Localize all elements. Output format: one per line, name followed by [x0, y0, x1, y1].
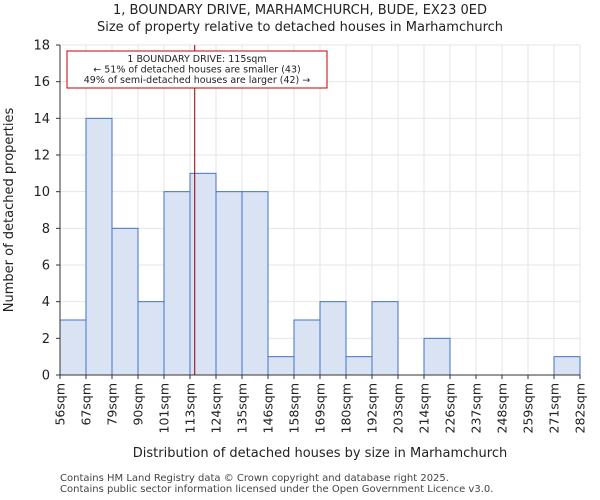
- chart-title: 1, BOUNDARY DRIVE, MARHAMCHURCH, BUDE, E…: [112, 3, 487, 18]
- annotation-line-3: 49% of semi-detached houses are larger (…: [84, 75, 311, 86]
- bar: [319, 301, 347, 376]
- bar: [293, 319, 321, 376]
- x-tick-label: 271sqm: [547, 383, 562, 433]
- y-tick-label: 0: [42, 369, 50, 384]
- y-tick-label: 14: [33, 112, 50, 127]
- x-tick-label: 180sqm: [339, 383, 354, 433]
- bar: [267, 356, 295, 376]
- y-tick-label: 6: [42, 259, 50, 274]
- x-tick-label: 158sqm: [287, 383, 302, 433]
- x-tick-label: 124sqm: [209, 383, 224, 433]
- x-tick-label: 237sqm: [469, 383, 484, 433]
- x-tick-label: 169sqm: [313, 383, 328, 433]
- x-tick-label: 135sqm: [235, 383, 250, 433]
- y-tick-label: 8: [42, 222, 50, 237]
- x-tick-label: 146sqm: [261, 383, 276, 433]
- x-tick-label: 248sqm: [495, 383, 510, 433]
- x-tick-label: 90sqm: [131, 383, 146, 426]
- x-tick-label: 192sqm: [365, 383, 380, 433]
- bar: [189, 172, 217, 376]
- y-tick-label: 12: [33, 149, 50, 164]
- bar: [59, 319, 87, 376]
- bar: [345, 356, 373, 376]
- bar: [85, 117, 113, 376]
- bar: [423, 337, 451, 376]
- annotation-line-1: 1 BOUNDARY DRIVE: 115sqm: [127, 54, 266, 65]
- x-tick-label: 67sqm: [79, 383, 94, 426]
- x-axis: 56sqm 67sqm 79sqm 90sqm 101sqm 113sqm 124sqm 13…: [53, 374, 588, 433]
- bar: [241, 191, 269, 376]
- x-tick-label: 113sqm: [183, 383, 198, 433]
- bar: [163, 191, 191, 376]
- y-tick-label: 18: [33, 39, 50, 54]
- y-tick-label: 4: [42, 295, 50, 310]
- y-tick-label: 16: [33, 75, 50, 90]
- x-tick-label: 101sqm: [157, 383, 172, 433]
- bar: [215, 191, 243, 376]
- x-tick-label: 56sqm: [53, 383, 68, 426]
- y-tick-label: 10: [33, 185, 50, 200]
- footer-copyright: Contains HM Land Registry data © Crown c…: [60, 473, 449, 484]
- bar: [553, 356, 581, 376]
- x-axis-label: Distribution of detached houses by size …: [133, 446, 507, 461]
- annotation-line-2: ← 51% of detached houses are smaller (43…: [93, 65, 300, 76]
- bar: [371, 301, 399, 376]
- y-tick-label: 2: [42, 332, 50, 347]
- x-tick-label: 259sqm: [521, 383, 536, 433]
- annotation-box: [66, 50, 328, 89]
- y-axis: 0 2 4 6 8 10 12 14 16 18: [33, 39, 61, 384]
- y-axis-label: Number of detached properties: [2, 108, 17, 313]
- x-tick-label: 214sqm: [417, 383, 432, 433]
- x-tick-label: 203sqm: [391, 383, 406, 433]
- x-tick-label: 79sqm: [105, 383, 120, 426]
- bar: [111, 227, 139, 376]
- x-tick-label: 282sqm: [573, 383, 588, 433]
- bar: [137, 301, 165, 376]
- footer-licence: Contains public sector information licen…: [60, 484, 494, 495]
- x-tick-label: 226sqm: [443, 383, 458, 433]
- chart-subtitle: Size of property relative to detached ho…: [96, 20, 504, 35]
